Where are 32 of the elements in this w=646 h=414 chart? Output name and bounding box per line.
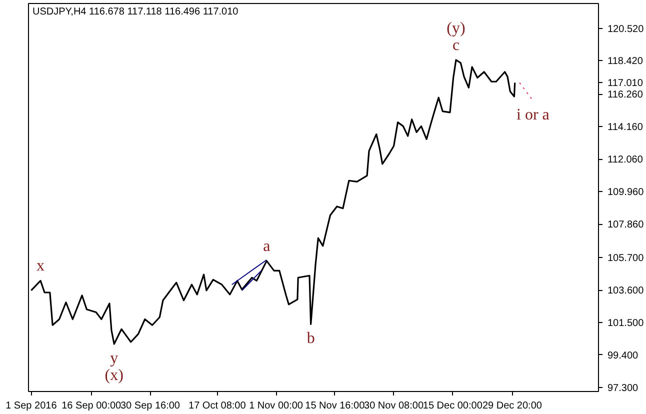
y-tick-label: 105.700 [608,253,644,264]
y-tick-label: 118.420 [608,56,644,68]
y-tick-label: 117.010 [608,78,644,90]
annotation: (y) [446,20,466,37]
x-tick-label: 29 Dec 20:00 [482,400,542,412]
annotation: c [452,36,460,54]
y-tick-label: 112.060 [608,154,644,166]
y-tick-label: 114.160 [608,122,644,134]
annotation: x [36,258,45,275]
annotation: (x) [104,367,124,384]
y-tick-label: 103.600 [608,286,644,297]
x-tick-label: 16 Sep 00:00 [62,400,122,412]
x-tick-label: 1 Nov 00:00 [249,400,304,412]
y-tick-label: 116.260 [608,90,644,101]
y-tick-label: 99.400 [608,350,639,362]
annotation: a [263,238,270,255]
x-tick-label: 30 Sep 16:00 [120,400,180,412]
y-tick-label: 109.960 [608,187,644,198]
annotation: y [110,350,118,368]
x-tick-label: 17 Oct 08:00 [188,400,246,412]
x-tick-label: 1 Sep 2016 [6,400,58,412]
annotation: b [306,330,315,348]
x-tick-label: 15 Nov 16:00 [305,400,366,412]
x-tick-label: 15 Dec 00:00 [422,400,483,412]
x-tick-label: 30 Nov 08:00 [364,400,424,412]
y-tick-label: 107.860 [608,220,644,231]
y-tick-label: 120.520 [608,24,644,35]
y-tick-label: 101.500 [608,318,644,329]
y-tick-label: 97.300 [608,382,639,394]
annotation: i or a [516,106,550,124]
line-series [30,59,516,345]
chart-title: USDJPY,H4 116.678 117.118 116.496 117.010 [32,6,239,18]
